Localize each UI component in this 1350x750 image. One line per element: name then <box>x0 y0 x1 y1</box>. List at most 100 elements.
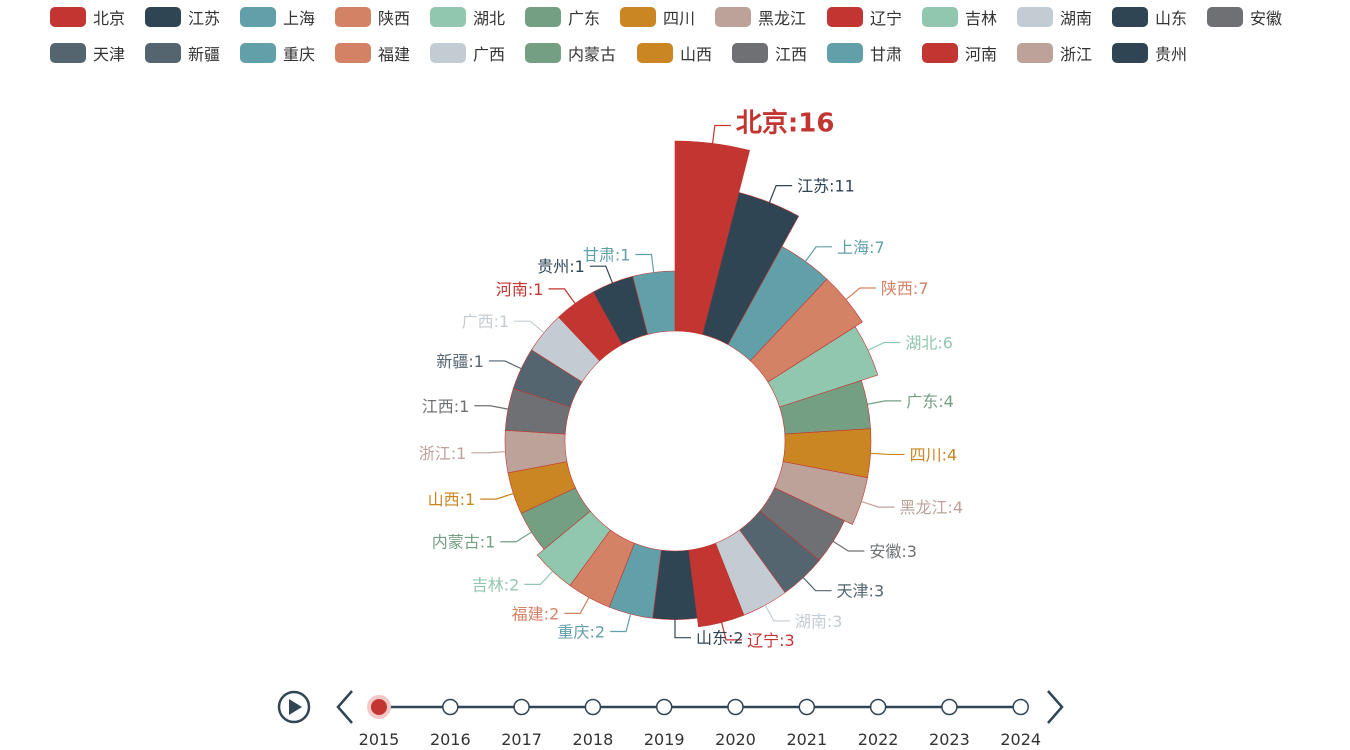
legend-swatch <box>1017 7 1053 27</box>
legend-label: 辽宁 <box>870 9 903 28</box>
legend-swatch <box>335 43 371 63</box>
timeline-point-2016[interactable]: 2016 <box>430 698 471 750</box>
slice-label: 安徽:3 <box>869 542 917 561</box>
slice-label: 黑龙江:4 <box>900 498 964 517</box>
timeline-year-label: 2017 <box>501 730 542 749</box>
slice-label: 陕西:7 <box>881 279 929 298</box>
legend-item[interactable]: 河南 <box>922 43 998 64</box>
legend-swatch <box>637 43 673 63</box>
leader-line <box>764 604 790 622</box>
leader-line <box>488 360 522 370</box>
legend-label: 山西 <box>680 45 713 64</box>
legend-item[interactable]: 甘肃 <box>827 43 902 64</box>
legend-label: 黑龙江 <box>758 9 807 28</box>
timeline-point-2024[interactable]: 2024 <box>1000 698 1041 750</box>
slice-labels: 北京:16 江苏:11 上海:7 陕西:7 湖北:6 广东:4 四川:4 黑龙江:4 安徽:3 天… <box>419 108 963 650</box>
legend-item[interactable]: 湖南 <box>1017 7 1092 28</box>
legend-item[interactable]: 新疆 <box>145 43 220 64</box>
legend-label: 河南 <box>965 45 998 64</box>
legend-item[interactable]: 吉林 <box>922 7 998 28</box>
legend-label: 江苏 <box>188 9 221 28</box>
legend-label: 吉林 <box>965 9 998 28</box>
leader-line <box>471 451 506 454</box>
timeline-point-2017[interactable]: 2017 <box>501 698 542 750</box>
legend-item[interactable]: 上海 <box>240 7 316 28</box>
legend-label: 上海 <box>283 9 316 28</box>
legend-swatch <box>145 7 181 27</box>
legend-label: 内蒙古 <box>568 45 617 64</box>
play-button[interactable] <box>277 690 311 724</box>
timeline-point-2015[interactable]: 2015 <box>359 695 400 749</box>
legend-label: 贵州 <box>1155 45 1188 64</box>
legend-item[interactable]: 四川 <box>620 7 696 28</box>
timeline-point-2023[interactable]: 2023 <box>929 698 970 750</box>
legend-item[interactable]: 江西 <box>732 43 808 64</box>
legend-swatch <box>145 43 181 63</box>
legend-label: 江西 <box>775 45 808 64</box>
legend-item[interactable]: 重庆 <box>240 43 315 64</box>
slice-label: 山东:2 <box>696 629 744 648</box>
pie-slice-北京[interactable] <box>674 140 750 335</box>
leader-line <box>514 320 545 334</box>
legend-swatch <box>1112 7 1148 27</box>
leader-line <box>721 622 743 641</box>
slice-label: 山西:1 <box>428 490 476 509</box>
chevron-right-icon <box>1047 690 1064 724</box>
prev-button[interactable] <box>332 688 356 726</box>
legend-item[interactable]: 陕西 <box>335 7 410 28</box>
timeline-point-2018[interactable]: 2018 <box>573 698 614 750</box>
timeline-point-2022[interactable]: 2022 <box>858 698 899 750</box>
leader-line <box>564 597 590 614</box>
timeline-point-2020[interactable]: 2020 <box>715 698 756 750</box>
legend-item[interactable]: 内蒙古 <box>525 43 617 64</box>
slice-label: 江西:1 <box>422 397 470 416</box>
legend-item[interactable]: 辽宁 <box>827 7 903 28</box>
leader-line <box>474 405 509 410</box>
legend-label: 安徽 <box>1250 9 1283 28</box>
legend-item[interactable]: 福建 <box>335 43 411 64</box>
leader-line <box>867 400 902 405</box>
leader-line <box>867 341 901 351</box>
legend-swatch <box>335 7 371 27</box>
timeline-point-2021[interactable]: 2021 <box>786 698 827 750</box>
legend-swatch <box>715 7 751 27</box>
legend-swatch <box>525 43 561 63</box>
slice-label: 甘肃:1 <box>583 245 631 264</box>
timeline-points: 2015 2016 2017 2018 2019 2020 2021 2022 2023 2024 <box>359 695 1041 750</box>
slice-label: 湖南:3 <box>795 612 843 631</box>
label-leader-lines <box>471 124 905 641</box>
timeline-dot <box>655 698 673 716</box>
legend-item[interactable]: 江苏 <box>145 7 221 28</box>
legend-label: 四川 <box>663 9 696 28</box>
legend-item[interactable]: 浙江 <box>1017 43 1092 64</box>
legend-swatch <box>827 7 863 27</box>
legend-label: 广西 <box>473 45 506 64</box>
legend-item[interactable]: 黑龙江 <box>715 7 807 28</box>
leader-line <box>861 500 895 508</box>
slice-label: 浙江:1 <box>419 444 467 463</box>
timeline-dot <box>869 698 887 716</box>
legend: 北京 江苏 上海 陕西 湖北 广东 四川 黑龙江 辽宁 吉林 湖南 山东 安徽天津 新疆 重庆 福建 广西 内蒙古… <box>0 0 1350 80</box>
pie-slice-甘肃[interactable] <box>632 270 676 335</box>
legend-item[interactable]: 贵州 <box>1112 43 1188 64</box>
slice-label: 四川:4 <box>910 445 958 464</box>
legend-item[interactable]: 广西 <box>430 43 506 64</box>
legend-swatch <box>827 43 863 63</box>
legend-swatch <box>1207 7 1243 27</box>
legend-swatch <box>240 43 276 63</box>
legend-item[interactable]: 广东 <box>525 7 600 28</box>
next-button[interactable] <box>1044 688 1068 726</box>
legend-item[interactable]: 安徽 <box>1207 7 1283 28</box>
legend-item[interactable]: 天津 <box>50 43 125 64</box>
legend-item[interactable]: 北京 <box>50 7 125 28</box>
legend-label: 福建 <box>378 45 411 64</box>
legend-item[interactable]: 山西 <box>637 43 713 64</box>
slice-label: 福建:2 <box>512 604 560 623</box>
legend-item[interactable]: 山东 <box>1112 7 1187 28</box>
legend-swatch <box>922 43 958 63</box>
legend-item[interactable]: 湖北 <box>430 7 505 28</box>
timeline-point-2019[interactable]: 2019 <box>644 698 685 750</box>
slice-label: 吉林:2 <box>472 575 520 594</box>
timeline-year-label: 2021 <box>786 730 827 749</box>
leader-line <box>635 253 655 273</box>
